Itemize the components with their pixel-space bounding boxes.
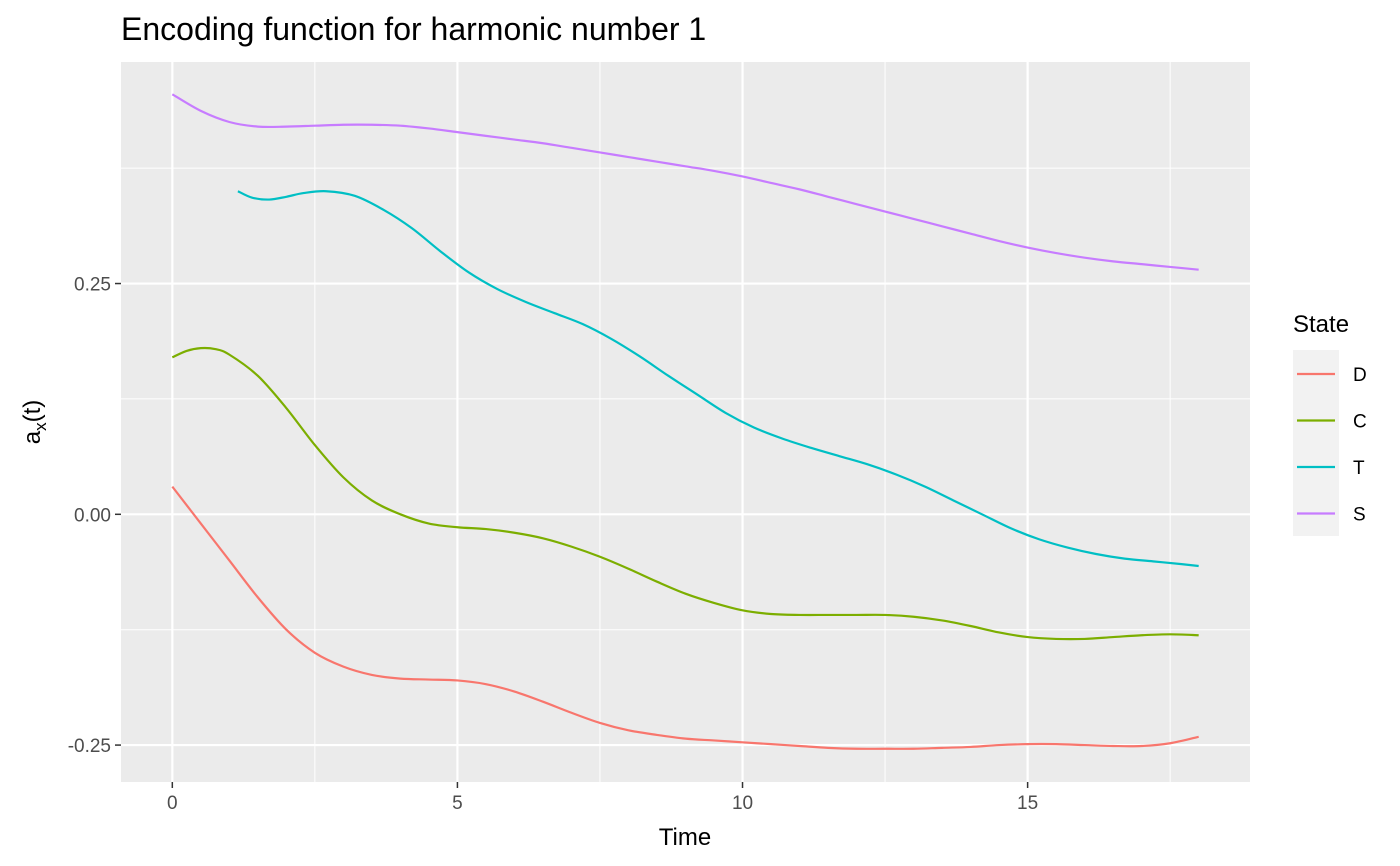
legend-label-c: C: [1353, 412, 1367, 433]
y-axis-title: ax(t): [19, 400, 50, 445]
series-line-c: [171, 346, 1199, 641]
legend: State D C T S: [1293, 311, 1367, 536]
x-tick-label: 10: [732, 793, 753, 814]
y-tick-label: -0.25: [68, 736, 111, 757]
series-lines: [171, 93, 1199, 750]
legend-key-background: [1293, 350, 1339, 536]
plot-panel: [121, 62, 1250, 782]
y-axis: -0.25 0.00 0.25: [68, 275, 121, 757]
series-line-s: [171, 93, 1199, 271]
legend-label-d: D: [1353, 365, 1367, 386]
legend-items: D C T S: [1297, 365, 1367, 526]
x-tick-label: 0: [167, 793, 178, 814]
minor-gridlines: [121, 62, 1250, 782]
y-axis-title-main: a: [19, 430, 46, 444]
legend-title: State: [1293, 311, 1349, 338]
legend-label-s: S: [1353, 505, 1366, 526]
y-axis-title-suffix: (t): [19, 400, 46, 423]
legend-label-t: T: [1353, 458, 1365, 479]
series-line-d: [171, 485, 1199, 750]
x-tick-label: 15: [1017, 793, 1038, 814]
y-axis-title-subscript: x: [31, 422, 50, 431]
x-axis-title: Time: [659, 824, 711, 851]
chart-title: Encoding function for harmonic number 1: [121, 11, 706, 47]
y-tick-label: 0.25: [74, 275, 111, 296]
x-tick-label: 5: [452, 793, 463, 814]
x-axis: 0 5 10 15: [167, 782, 1038, 814]
y-tick-label: 0.00: [74, 505, 111, 526]
series-line-t: [237, 190, 1199, 568]
